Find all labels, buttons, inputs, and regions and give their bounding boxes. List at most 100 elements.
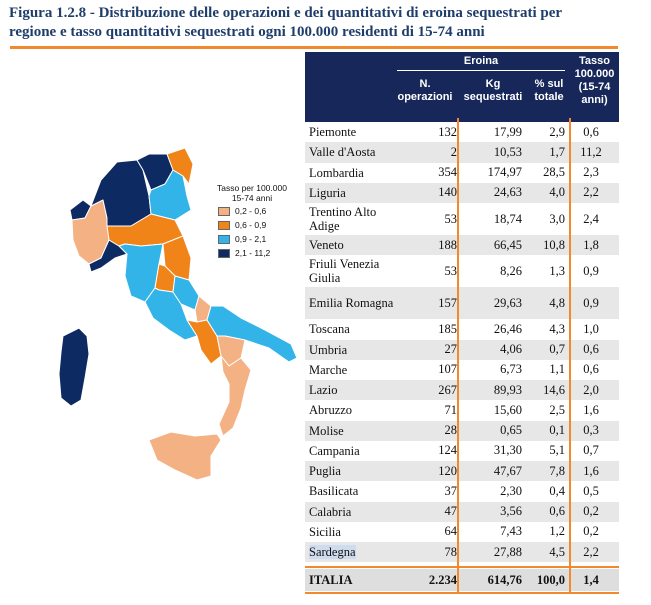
table-row: Basilicata 37 2,30 0,4 0,5 (305, 481, 619, 501)
table-cell-pct: 0,7 (549, 342, 565, 357)
table-cell-region: Emilia Romagna (309, 296, 394, 311)
map-region-calabria (218, 355, 252, 437)
table-row: Lombardia 354 174,97 28,5 2,3 (305, 163, 619, 183)
italy-choropleth-map (58, 147, 298, 481)
table-cell-kg: 18,74 (493, 211, 522, 226)
table-cell-kg: 6,73 (500, 362, 522, 377)
table-row: Umbria 27 4,06 0,7 0,6 (305, 339, 619, 360)
figure-title-line-2: regione e tasso quantitativi sequestrati… (9, 24, 485, 40)
table-cell-pct: 0,4 (549, 483, 565, 498)
map-region-sicilia (148, 431, 222, 481)
table-cell-region: Molise (309, 423, 344, 438)
table-row: Trentino Alto Adige 53 18,74 3,0 2,4 (305, 203, 619, 235)
legend-swatch (218, 234, 230, 244)
table-cell-region: Puglia (309, 464, 341, 479)
legend-title: Tasso per 100.000 15-74 anni (212, 183, 292, 203)
table-cell-rate: 2,2 (583, 544, 599, 559)
table-cell-kg: 8,26 (500, 263, 522, 278)
table-cell-operations: 107 (438, 362, 457, 377)
figure-title: Figura 1.2.8 - Distribuzione delle opera… (9, 4, 639, 42)
map-region-sardegna (58, 327, 90, 407)
table-cell-pct: 28,5 (543, 165, 565, 180)
table-cell-region: Umbria (309, 342, 348, 357)
total-rule-top (305, 566, 619, 568)
table-cell-kg: 0,65 (500, 423, 522, 438)
table-cell-rate: 0,2 (583, 524, 599, 539)
table-cell-kg: 15,60 (493, 402, 522, 417)
table-cell-pct: 1,7 (549, 144, 565, 159)
header-operations: N. operazioni (397, 78, 453, 103)
table-cell-rate: 2,4 (583, 211, 599, 226)
table-cell-kg: 31,30 (493, 443, 522, 458)
header-eroina-underline (397, 70, 565, 71)
table-cell-rate: 11,2 (580, 144, 602, 159)
table-cell-pct: 14,6 (543, 382, 565, 397)
table-cell-operations: 132 (438, 124, 457, 139)
table-cell-kg: 29,63 (493, 295, 522, 310)
table-row: Molise 28 0,65 0,1 0,3 (305, 420, 619, 441)
table-cell-region: Toscana (309, 322, 350, 337)
table-cell-region: Lazio (309, 383, 338, 398)
table-cell-operations: 71 (444, 402, 458, 417)
legend-item: 0,2 - 0,6 (218, 205, 292, 217)
table-cell-rate: 1,0 (583, 321, 599, 336)
table-cell-operations: 28 (444, 423, 458, 438)
table-cell-rate: 0,6 (583, 362, 599, 377)
table-cell-pct: 5,1 (549, 443, 565, 458)
table-cell-region: Trentino Alto Adige (309, 205, 377, 233)
table-cell-pct: 0,1 (549, 423, 565, 438)
table-cell-operations: 53 (444, 211, 458, 226)
table-cell-region: Piemonte (309, 125, 357, 140)
table-cell-kg: 24,63 (493, 185, 522, 200)
table-cell-kg: 66,45 (493, 237, 522, 252)
table-cell-operations: 47 (444, 504, 458, 519)
table-cell-pct: 2,5 (549, 402, 565, 417)
header-pct: % sul totale (534, 78, 564, 103)
legend-swatch (218, 248, 230, 258)
table-cell-pct: 7,8 (549, 463, 565, 478)
table-cell-operations: 267 (438, 382, 457, 397)
total-pct: 100,0 (536, 572, 565, 587)
table-cell-kg: 89,93 (493, 382, 522, 397)
legend-title-line-2: 15-74 anni (231, 193, 273, 203)
table-cell-pct: 1,1 (549, 362, 565, 377)
legend-item: 2,1 - 11,2 (218, 247, 292, 259)
table-row: Toscana 185 26,46 4,3 1,0 (305, 319, 619, 339)
table-cell-operations: 27 (444, 342, 458, 357)
table-row: Emilia Romagna 157 29,63 4,8 0,9 (305, 287, 619, 320)
table-cell-operations: 53 (444, 263, 458, 278)
legend-label: 0,6 - 0,9 (235, 220, 267, 230)
table-cell-kg: 7,43 (500, 524, 522, 539)
table-row: Sardegna 78 27,88 4,5 2,2 (305, 542, 619, 563)
table-cell-pct: 0,6 (549, 504, 565, 519)
total-rate: 1,4 (583, 572, 599, 587)
table-cell-rate: 0,9 (583, 263, 599, 278)
table-cell-rate: 2,3 (583, 165, 599, 180)
map-legend: Tasso per 100.000 15-74 anni 0,2 - 0,6 0… (217, 183, 292, 259)
table-cell-region: Abruzzo (309, 403, 353, 418)
table-cell-kg: 10,53 (493, 144, 522, 159)
legend-label: 0,2 - 0,6 (235, 206, 267, 216)
table-cell-kg: 3,56 (500, 504, 522, 519)
column-divider-left (457, 118, 459, 592)
table-cell-pct: 3,0 (549, 211, 565, 226)
table-cell-kg: 17,99 (493, 124, 522, 139)
table-cell-rate: 0,6 (583, 342, 599, 357)
total-region: ITALIA (309, 572, 353, 587)
table-cell-operations: 64 (444, 524, 458, 539)
table-row: Veneto 188 66,45 10,8 1,8 (305, 235, 619, 256)
table-cell-region: Basilicata (309, 484, 359, 499)
heroin-seizures-table: Eroina N. operazioni Kg sequestrati % su… (305, 52, 619, 594)
legend-item: 0,9 - 2,1 (218, 233, 292, 245)
table-cell-pct: 2,9 (549, 124, 565, 139)
total-operations: 2.234 (428, 572, 457, 587)
legend-title-line-1: Tasso per 100.000 (217, 183, 287, 193)
table-cell-rate: 2,0 (583, 382, 599, 397)
table-header: Eroina N. operazioni Kg sequestrati % su… (305, 52, 619, 122)
table-cell-region: Sardegna (309, 542, 395, 562)
table-cell-operations: 2 (450, 144, 457, 159)
table-cell-rate: 0,5 (583, 483, 599, 498)
header-rate: Tasso 100.000 (15-74 anni) (574, 55, 615, 106)
table-cell-operations: 78 (444, 544, 458, 559)
table-cell-kg: 26,46 (493, 321, 522, 336)
